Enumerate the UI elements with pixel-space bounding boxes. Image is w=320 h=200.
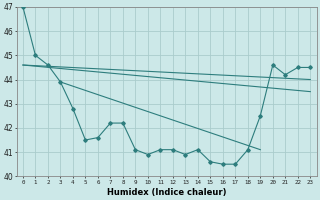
X-axis label: Humidex (Indice chaleur): Humidex (Indice chaleur) — [107, 188, 226, 197]
